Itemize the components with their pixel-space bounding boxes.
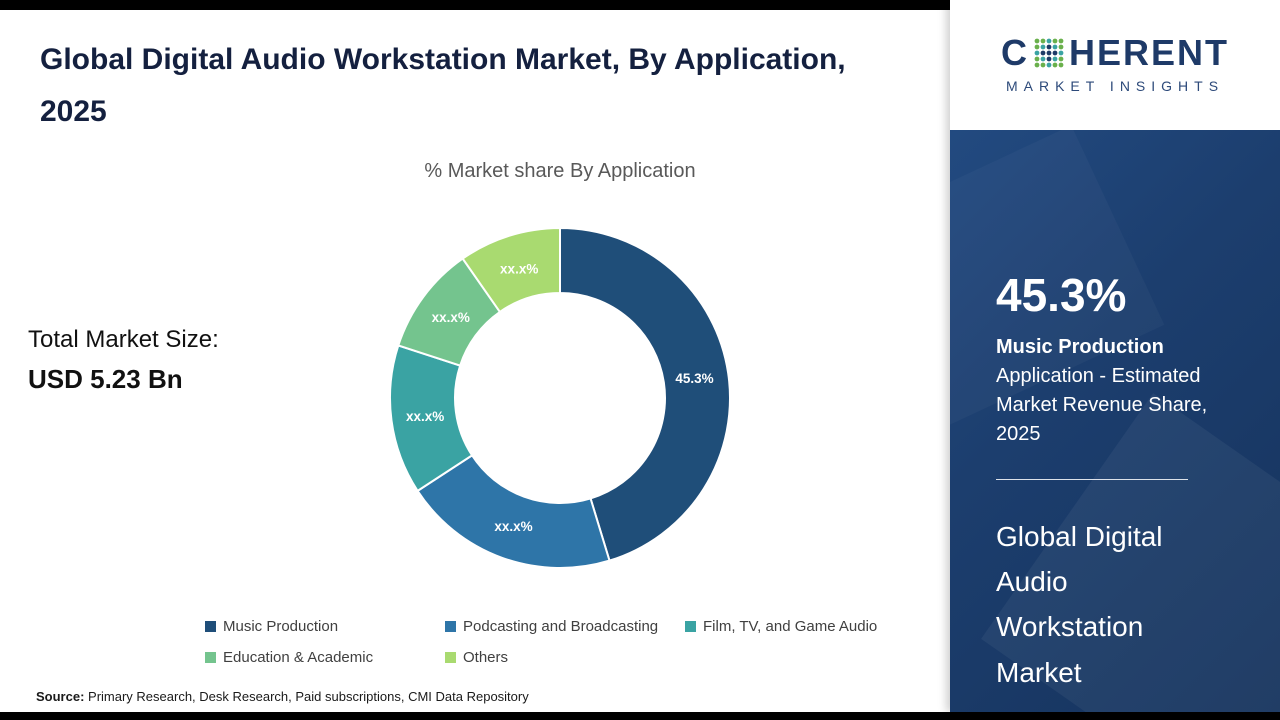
- total-market-value: USD 5.23 Bn: [28, 364, 183, 394]
- donut-chart-svg: 45.3% xx.x% xx.x% xx.x% xx.x%: [389, 226, 731, 569]
- legend-item: Film, TV, and Game Audio: [685, 618, 935, 635]
- sidebar: C HERENT MARKET INSIGHTS 45.3% Music Pro…: [950, 0, 1280, 712]
- donut-chart: 45.3% xx.x% xx.x% xx.x% xx.x%: [380, 218, 740, 578]
- legend-item: Music Production: [205, 618, 445, 635]
- donut-segment: [559, 226, 731, 562]
- donut-segment-label: xx.x%: [406, 409, 444, 424]
- legend-marker: [445, 652, 456, 663]
- source-line: Source: Primary Research, Desk Research,…: [36, 689, 529, 704]
- donut-segment-label: xx.x%: [494, 519, 532, 534]
- donut-segment-label: xx.x%: [500, 261, 538, 276]
- source-text: Primary Research, Desk Research, Paid su…: [84, 689, 529, 704]
- legend-item: Podcasting and Broadcasting: [445, 618, 685, 635]
- legend-item: Others: [445, 649, 685, 666]
- legend-item: Education & Academic: [205, 649, 445, 666]
- stat-label-bold: Music Production: [996, 335, 1164, 358]
- legend-label: Others: [463, 649, 509, 666]
- sidebar-footer-title: Global Digital Audio Workstation Market: [996, 520, 1163, 688]
- legend-marker: [445, 621, 456, 632]
- legend-label: Education & Academic: [223, 649, 374, 666]
- logo-wordmark: C HERENT: [1001, 32, 1229, 74]
- legend-marker: [685, 621, 696, 632]
- page-title: Global Digital Audio Workstation Market,…: [40, 43, 846, 128]
- donut-segment: [416, 453, 611, 569]
- dot-grid-logo-icon: [1034, 38, 1064, 68]
- legend-label: Podcasting and Broadcasting: [463, 618, 659, 635]
- stat-label-rest: Application - Estimated Market Revenue S…: [996, 364, 1208, 445]
- legend-marker: [205, 621, 216, 632]
- donut-segment: [461, 226, 561, 314]
- logo-subtitle: MARKET INSIGHTS: [1005, 78, 1225, 94]
- legend-marker: [205, 652, 216, 663]
- chart-legend: Music Production Podcasting and Broadcast…: [205, 618, 925, 666]
- legend-label: Film, TV, and Game Audio: [703, 618, 878, 635]
- main-content: Global Digital Audio Workstation Market,…: [0, 10, 950, 712]
- legend-label: Music Production: [223, 618, 339, 635]
- logo-text-left: C: [1000, 32, 1029, 73]
- donut-segment-label: 45.3%: [675, 371, 713, 386]
- sidebar-body: 45.3% Music Production Application - Est…: [950, 130, 1280, 712]
- logo: C HERENT MARKET INSIGHTS: [950, 0, 1280, 130]
- logo-text-right: HERENT: [1068, 32, 1229, 73]
- source-label: Source:: [36, 689, 85, 704]
- donut-segment-label: xx.x%: [432, 310, 470, 325]
- stat-value: 45.3%: [996, 269, 1127, 321]
- total-market-size: Total Market Size: USD 5.23 Bn: [28, 326, 219, 395]
- total-market-label: Total Market Size:: [28, 326, 219, 353]
- sidebar-divider: [996, 478, 1188, 480]
- chart-title: % Market share By Application: [424, 160, 696, 182]
